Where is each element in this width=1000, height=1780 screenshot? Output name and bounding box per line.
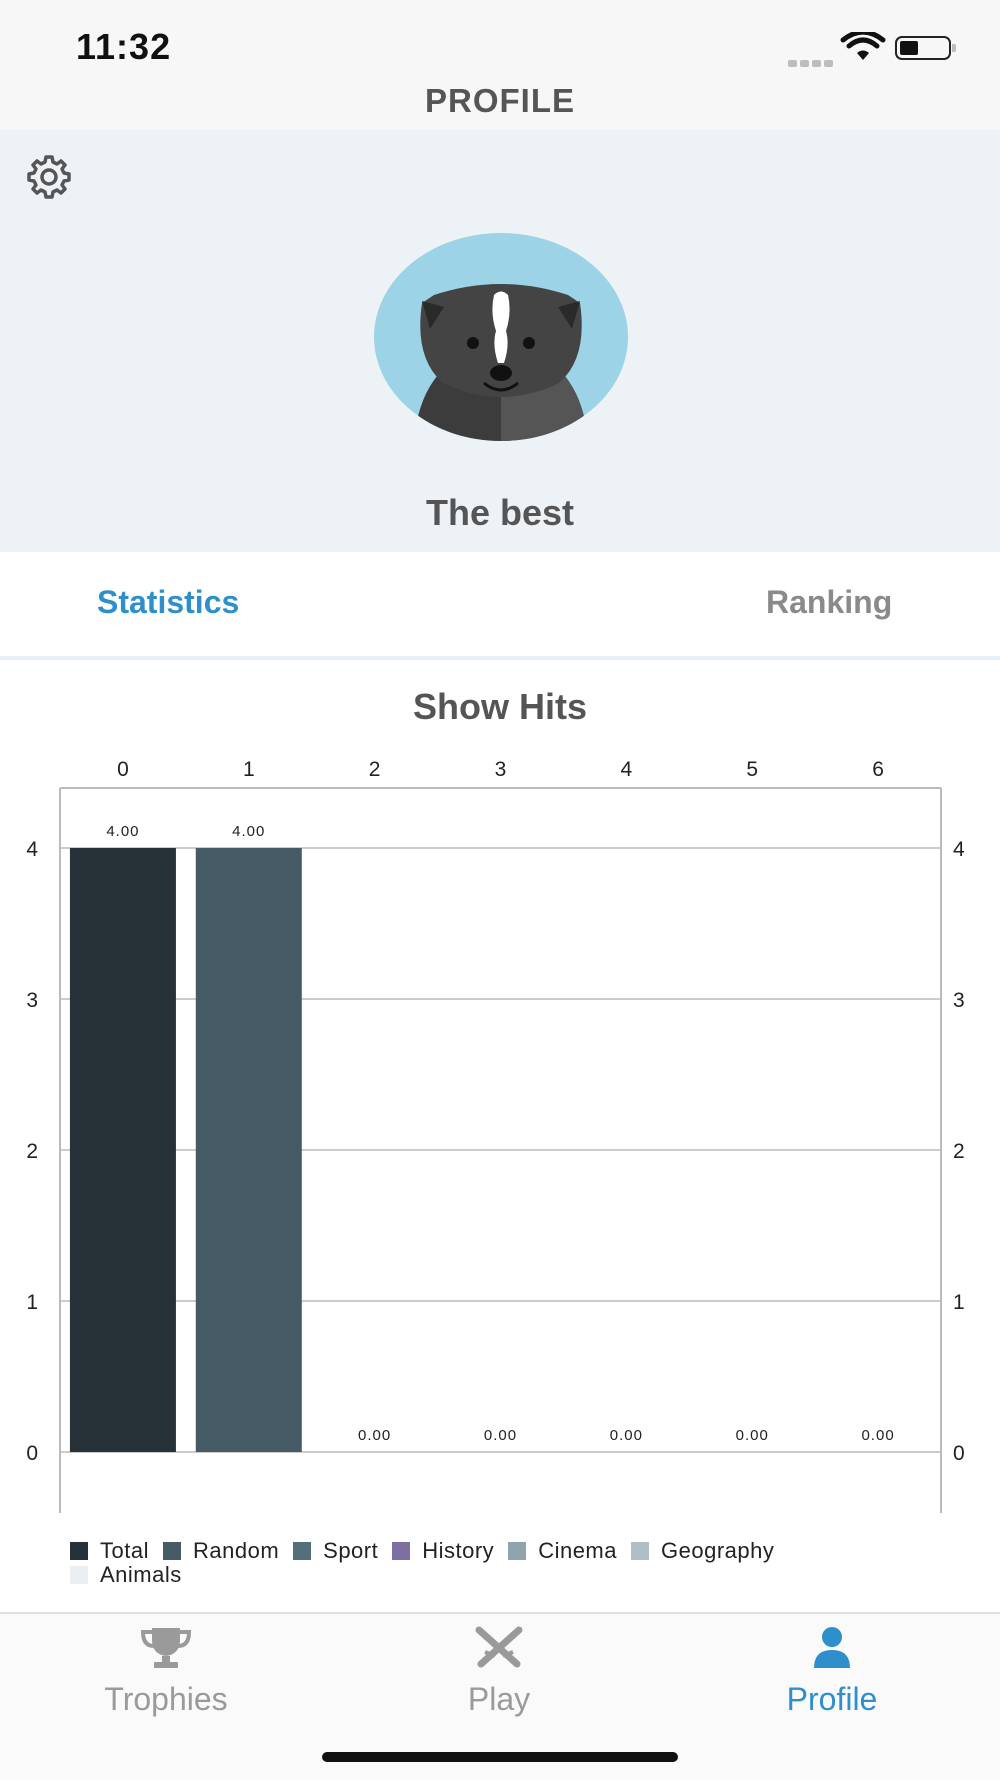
chart-bar <box>195 848 302 1452</box>
legend-label: Sport <box>323 1538 379 1563</box>
legend-item: Animals <box>70 1562 182 1588</box>
profile-tabs: Statistics Ranking <box>0 552 1000 660</box>
bar-data-label: 0.00 <box>358 1427 391 1444</box>
tabbar-label-play: Play <box>467 1681 531 1717</box>
cellular-signal-icon <box>788 54 836 72</box>
legend-swatch <box>508 1542 527 1560</box>
bar-data-label: 0.00 <box>484 1427 517 1444</box>
trophy-icon <box>140 1628 192 1668</box>
page-title: PROFILE <box>424 82 575 119</box>
y-tick-label-left: 4 <box>26 838 38 861</box>
legend-swatch <box>392 1542 411 1560</box>
x-tick-label: 3 <box>495 758 507 781</box>
battery-icon <box>895 36 956 60</box>
tab-statistics[interactable]: Statistics <box>97 584 240 620</box>
tabbar-label-trophies: Trophies <box>104 1681 228 1717</box>
legend-label: Random <box>192 1538 280 1563</box>
legend-item: Random <box>162 1538 280 1564</box>
wifi-icon <box>840 32 886 60</box>
bar-data-label: 4.00 <box>232 823 265 840</box>
tabbar-label-profile: Profile <box>786 1681 878 1717</box>
legend-swatch <box>70 1566 88 1584</box>
bar-data-label: 0.00 <box>610 1427 643 1444</box>
y-tick-label-left: 1 <box>26 1291 38 1314</box>
legend-swatch <box>293 1542 312 1560</box>
legend-item: Cinema <box>508 1538 617 1564</box>
legend-label: Animals <box>100 1562 182 1587</box>
y-tick-label-right: 4 <box>953 838 965 861</box>
x-tick-label: 6 <box>872 758 884 781</box>
person-icon <box>814 1627 850 1668</box>
legend-row: Total Random Sport History Cinema Geography <box>70 1538 970 1564</box>
legend-swatch <box>70 1542 88 1560</box>
legend-label: History <box>422 1538 495 1563</box>
legend-label: Total <box>100 1538 149 1563</box>
y-tick-label-right: 2 <box>953 1140 965 1163</box>
avatar[interactable] <box>374 233 628 441</box>
tab-ranking[interactable]: Ranking <box>766 584 893 620</box>
y-tick-label-left: 3 <box>26 989 38 1012</box>
settings-gear-icon[interactable] <box>24 152 74 202</box>
tabbar-item-profile[interactable]: Profile <box>712 1626 952 1718</box>
bar-data-label: 4.00 <box>106 823 139 840</box>
x-tick-label: 5 <box>746 758 758 781</box>
show-hits-chart: 0 0 1 1 2 2 3 3 4 4 0 4.00 1 4.00 2 0.00 3 0.00 4 0.00 5 0.00… <box>26 758 965 1513</box>
y-tick-label-left: 2 <box>26 1140 38 1163</box>
y-tick-label-right: 1 <box>953 1291 965 1314</box>
skunk-avatar-icon <box>414 284 588 441</box>
tabbar-item-trophies[interactable]: Trophies <box>46 1626 286 1718</box>
x-tick-label: 4 <box>621 758 633 781</box>
chart-legend: Total Random Sport History Cinema Geography An… <box>70 1538 970 1588</box>
legend-label: Geography <box>661 1538 775 1563</box>
status-bar: 11:32 PROFILE <box>0 0 1000 130</box>
chart-bar <box>69 848 176 1452</box>
chart-title: Show Hits <box>412 686 587 727</box>
legend-label: Cinema <box>538 1538 617 1563</box>
x-tick-label: 1 <box>243 758 255 781</box>
legend-swatch <box>631 1542 649 1560</box>
status-time: 11:32 <box>76 26 172 67</box>
tabbar-item-play[interactable]: Play <box>379 1626 619 1718</box>
legend-row: Animals <box>70 1562 970 1588</box>
home-indicator <box>322 1752 678 1762</box>
legend-swatch <box>162 1542 181 1560</box>
username: The best <box>425 492 575 533</box>
y-tick-label-left: 0 <box>26 1442 38 1465</box>
y-tick-label-right: 0 <box>953 1442 965 1465</box>
bar-data-label: 0.00 <box>736 1427 769 1444</box>
legend-item: Sport <box>293 1538 378 1564</box>
legend-item: Total <box>70 1538 149 1564</box>
bar-data-label: 0.00 <box>861 1427 894 1444</box>
y-tick-label-right: 3 <box>953 989 965 1012</box>
x-tick-label: 0 <box>117 758 129 781</box>
x-tick-label: 2 <box>369 758 381 781</box>
legend-item: Geography <box>631 1538 774 1564</box>
legend-item: History <box>392 1538 494 1564</box>
crossed-swords-icon <box>475 1626 523 1668</box>
